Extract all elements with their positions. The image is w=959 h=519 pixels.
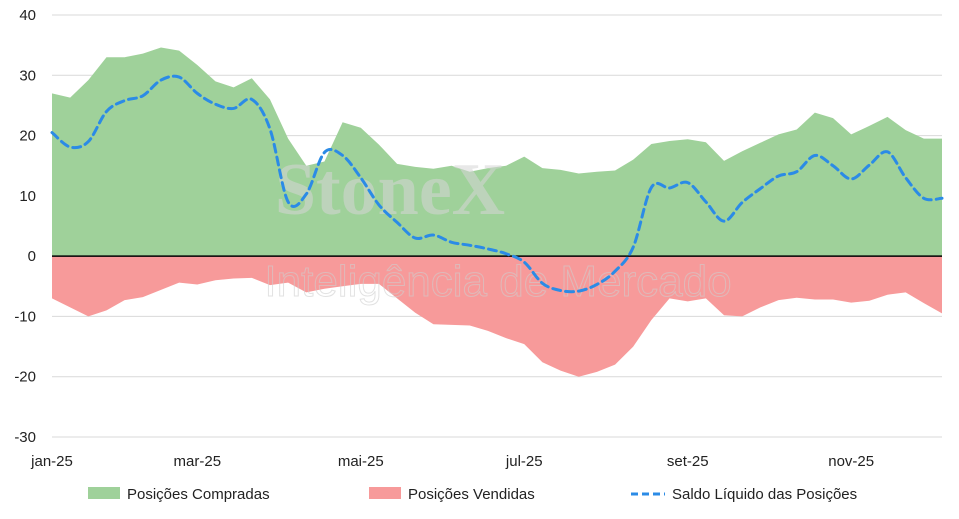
legend-label-compradas: Posições Compradas — [127, 486, 270, 503]
series-areas — [52, 47, 942, 377]
y-tick-label: 10 — [19, 188, 36, 205]
x-tick-label: jan-25 — [30, 453, 73, 470]
y-tick-label: 0 — [28, 248, 36, 265]
x-axis-ticks: jan-25 mar-25 mai-25 jul-25 set-25 nov-25 — [30, 453, 874, 470]
line-saldo — [50, 74, 944, 294]
y-tick-label: 40 — [19, 7, 36, 24]
x-tick-label: mai-25 — [338, 453, 384, 470]
x-tick-label: mar-25 — [174, 453, 222, 470]
area-vendidas — [52, 256, 942, 377]
y-tick-label: -20 — [14, 369, 36, 386]
legend-item-vendidas: Posições Vendidas — [369, 486, 535, 503]
x-tick-label: set-25 — [667, 453, 709, 470]
legend: Posições Compradas Posições Vendidas Sal… — [88, 486, 857, 503]
y-tick-label: 30 — [19, 67, 36, 84]
y-tick-label: -30 — [14, 429, 36, 446]
watermark-tagline: Inteligência de Mercado — [264, 257, 731, 306]
legend-swatch-compradas — [88, 487, 120, 499]
legend-item-compradas: Posições Compradas — [88, 486, 270, 503]
y-axis-ticks: -30 -20 -10 0 10 20 30 40 — [14, 7, 36, 446]
series-lines — [50, 74, 944, 294]
legend-label-saldo: Saldo Líquido das Posições — [672, 486, 857, 503]
y-tick-label: -10 — [14, 308, 36, 325]
legend-label-vendidas: Posições Vendidas — [408, 486, 535, 503]
area-compradas — [52, 47, 942, 257]
x-tick-label: nov-25 — [828, 453, 874, 470]
legend-swatch-vendidas — [369, 487, 401, 499]
legend-item-saldo: Saldo Líquido das Posições — [631, 486, 857, 503]
y-tick-label: 20 — [19, 128, 36, 145]
x-tick-label: jul-25 — [505, 453, 543, 470]
